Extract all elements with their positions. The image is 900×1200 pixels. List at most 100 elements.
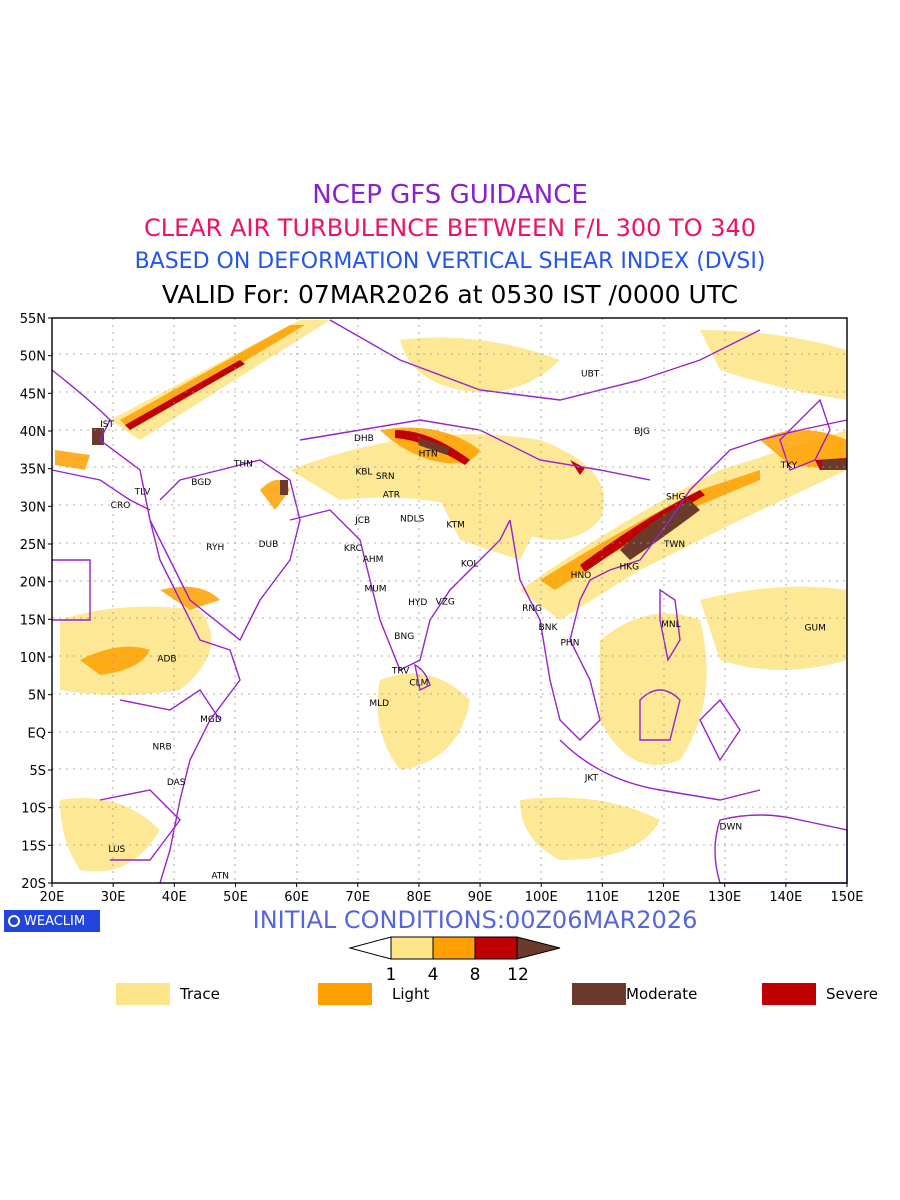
station-mnl: MNL: [661, 620, 681, 630]
legend-trace-label: Trace: [180, 985, 220, 1003]
lon-label: 120E: [647, 890, 680, 905]
station-tky: TKY: [780, 461, 798, 471]
station-bnk: BNK: [539, 623, 559, 633]
legend-trace-swatch: [116, 983, 170, 1005]
legend-light-label: Light: [392, 985, 430, 1003]
legend-moderate-swatch: [572, 983, 626, 1005]
lon-label: 150E: [830, 890, 863, 905]
station-bgd: BGD: [191, 478, 211, 488]
station-cro: CRO: [111, 501, 131, 511]
station-ubt: UBT: [581, 370, 600, 380]
station-rng: RNG: [522, 604, 542, 614]
lon-label: 60E: [284, 890, 309, 905]
lat-label: 45N: [20, 387, 46, 402]
lat-label: 15S: [21, 839, 46, 854]
title-line-1: NCEP GFS GUIDANCE: [312, 180, 588, 210]
legend-light-swatch: [318, 983, 372, 1005]
lat-label: 35N: [20, 463, 46, 478]
station-mgd: MGD: [200, 715, 222, 725]
lon-label: 100E: [525, 890, 558, 905]
station-htn: HTN: [419, 450, 438, 460]
station-bng: BNG: [394, 632, 414, 642]
station-vzg: VZG: [436, 597, 455, 607]
station-srn: SRN: [376, 472, 395, 482]
colorbar-lower-arrow: [348, 936, 392, 960]
colorbar-tick-12: 12: [507, 965, 529, 984]
lat-label: 30N: [20, 500, 46, 515]
lat-label: 55N: [20, 312, 46, 327]
lat-label: 20S: [21, 877, 46, 892]
station-kol: KOL: [461, 560, 479, 570]
turbulence-moderate-areas: [92, 428, 847, 560]
station-phn: PHN: [561, 639, 580, 649]
station-lus: LUS: [108, 845, 125, 855]
station-ktm: KTM: [446, 520, 464, 530]
station-dwn: DWN: [720, 823, 743, 833]
station-hno: HNO: [571, 571, 592, 581]
station-bjg: BJG: [634, 427, 650, 437]
lon-label: 30E: [101, 890, 126, 905]
station-ist: IST: [100, 420, 114, 430]
lat-label: 40N: [20, 425, 46, 440]
station-das: DAS: [167, 778, 186, 788]
station-kbl: KBL: [355, 468, 372, 478]
station-trv: TRV: [391, 667, 410, 677]
lat-label: 25N: [20, 538, 46, 553]
lon-label: 20E: [40, 890, 65, 905]
legend-moderate: Moderate: [572, 982, 697, 1006]
legend-light: Light: [318, 982, 429, 1006]
station-nrb: NRB: [152, 743, 171, 753]
station-ahm: AHM: [363, 555, 384, 565]
station-ryh: RYH: [206, 543, 224, 553]
station-mum: MUM: [364, 584, 386, 594]
initial-conditions: INITIAL CONDITIONS:00Z06MAR2026: [252, 906, 698, 934]
lat-label: EQ: [28, 726, 46, 741]
station-tlv: TLV: [134, 487, 152, 497]
lat-label: 50N: [20, 350, 46, 365]
station-twn: TWN: [663, 540, 685, 550]
lon-label: 130E: [708, 890, 741, 905]
weaclim-logo-icon: [8, 915, 20, 927]
legend-severe-label: Severe: [826, 985, 878, 1003]
lon-label: 50E: [223, 890, 248, 905]
station-atr: ATR: [383, 490, 400, 500]
weaclim-label: WEACLIM: [24, 913, 86, 929]
legend-trace: Trace: [116, 982, 220, 1006]
legend-severe-swatch: [762, 983, 816, 1005]
station-adb: ADB: [157, 655, 176, 665]
title-line-3: BASED ON DEFORMATION VERTICAL SHEAR INDE…: [134, 249, 766, 274]
map-frame: [51, 317, 848, 884]
station-dhb: DHB: [354, 434, 374, 444]
latitude-labels: 55N 50N 45N 40N 35N 30N 25N 20N 15N 10N 5N EQ 5S 10S 1…: [20, 312, 52, 892]
lat-label: 5S: [29, 764, 46, 779]
lat-label: 10S: [21, 802, 46, 817]
colorbar-trace-segment: [390, 936, 434, 960]
station-mld: MLD: [369, 699, 389, 709]
lon-label: 70E: [345, 890, 370, 905]
lon-label: 110E: [586, 890, 619, 905]
station-gum: GUM: [805, 624, 826, 634]
station-hyd: HYD: [408, 598, 427, 608]
station-dub: DUB: [259, 540, 279, 550]
station-jcb: JCB: [354, 516, 370, 526]
longitude-labels: 20E 30E 40E 50E 60E 70E 80E 90E 100E 110E 120E 130E…: [40, 883, 864, 905]
station-hkg: HKG: [619, 563, 639, 573]
lat-label: 20N: [20, 576, 46, 591]
colorbar-light-segment: [432, 936, 476, 960]
lon-label: 40E: [162, 890, 187, 905]
lon-label: 80E: [407, 890, 432, 905]
colorbar-upper-arrow: [516, 936, 561, 960]
lat-label: 10N: [20, 651, 46, 666]
valid-time-line: VALID For: 07MAR2026 at 0530 IST /0000 U…: [161, 280, 739, 309]
weaclim-badge: WEACLIM: [4, 910, 100, 932]
lon-label: 90E: [468, 890, 493, 905]
station-jkt: JKT: [584, 774, 599, 784]
colorbar-tick-8: 8: [470, 965, 481, 984]
station-ndls: NDLS: [400, 514, 425, 524]
title-line-2: CLEAR AIR TURBULENCE BETWEEN F/L 300 TO …: [143, 214, 757, 242]
station-atn: ATN: [211, 871, 229, 881]
station-thn: THN: [233, 459, 253, 469]
lon-label: 140E: [769, 890, 802, 905]
